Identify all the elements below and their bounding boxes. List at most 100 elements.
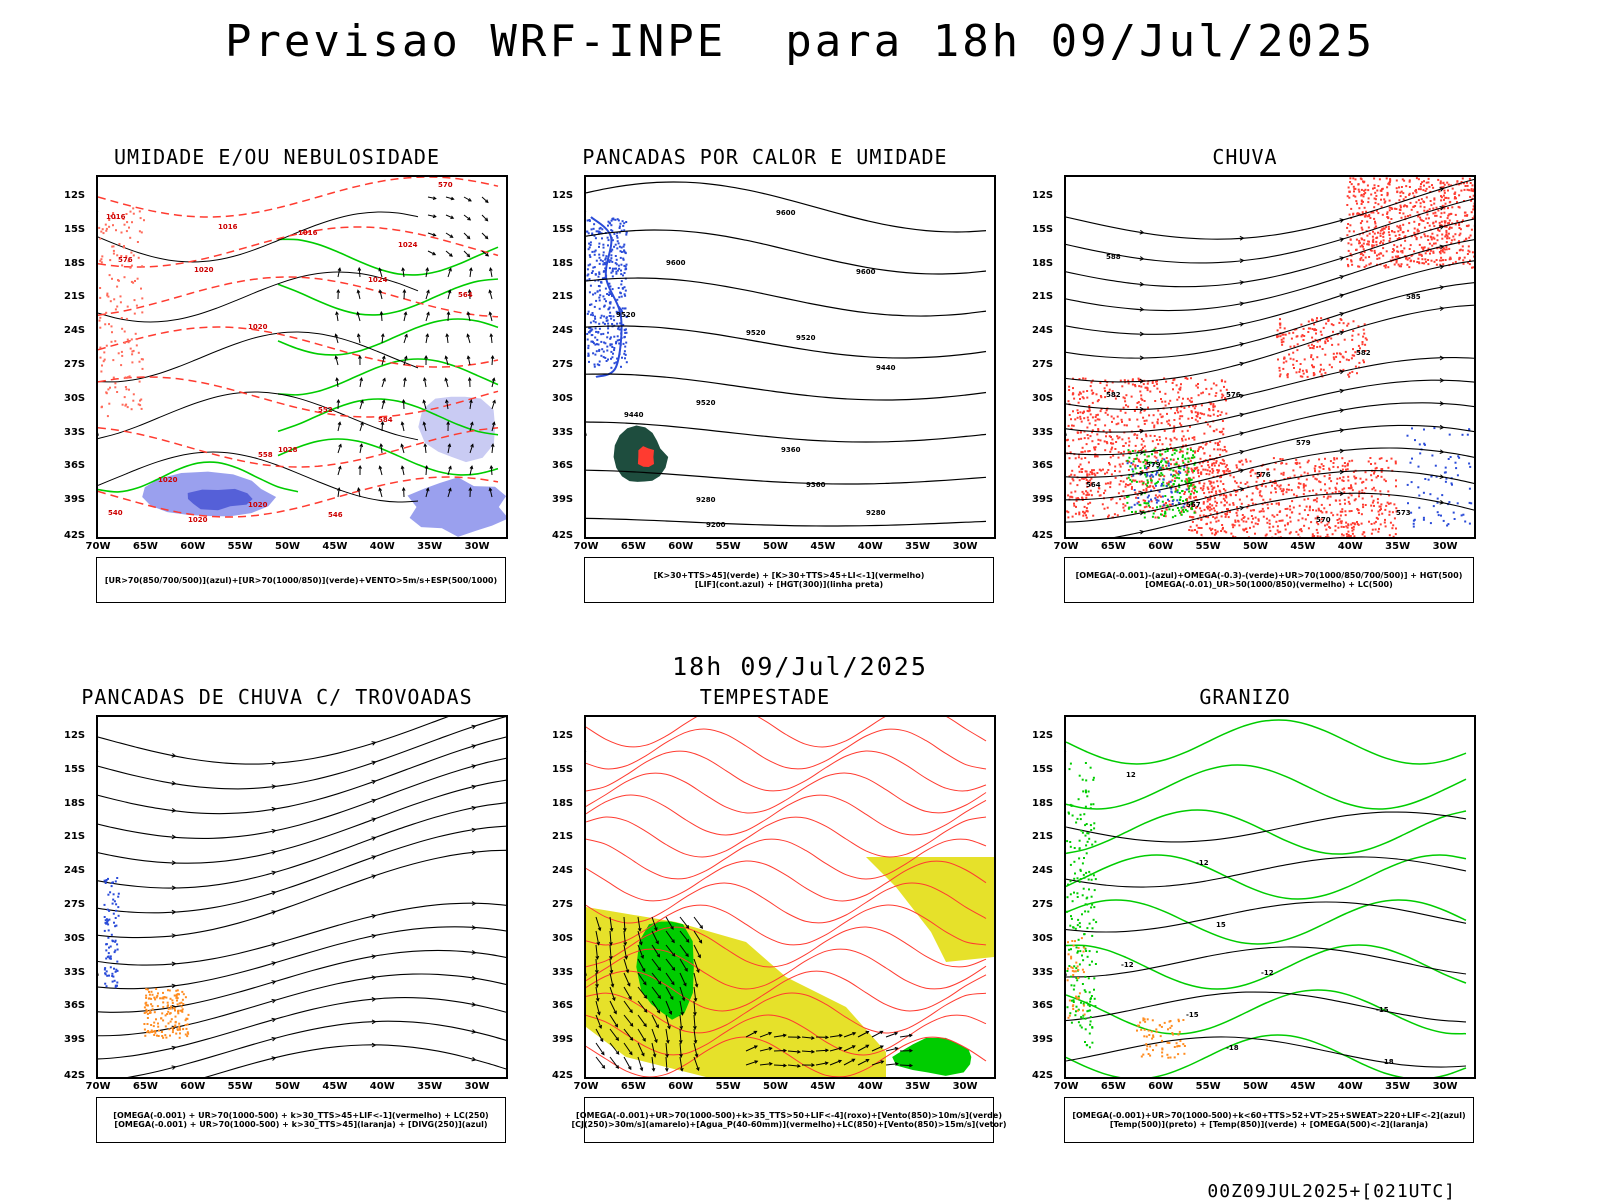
lat-tick-label: 18S: [1032, 258, 1053, 269]
lon-tick-label: 50W: [763, 541, 788, 552]
lat-tick-label: 15S: [1032, 764, 1053, 775]
lon-tick-label: 35W: [417, 541, 442, 552]
contour-label: 9200: [706, 521, 726, 529]
lon-tick-label: 65W: [621, 541, 646, 552]
contour-label: 1016: [298, 229, 318, 237]
lat-tick-label: 39S: [64, 494, 85, 505]
lon-tick-label: 40W: [858, 1081, 883, 1092]
legend-line: [OMEGA(-0.001)+UR>70(1000-500)+k>35_TTS>…: [576, 1111, 1002, 1120]
contour-label: 573: [1396, 509, 1411, 517]
lon-tick-label: 70W: [574, 1081, 599, 1092]
lat-tick-label: 15S: [64, 764, 85, 775]
lon-tick-label: 60W: [180, 541, 205, 552]
lat-tick-label: 30S: [1032, 933, 1053, 944]
contour-label: 1028: [278, 446, 298, 454]
lat-tick-label: 18S: [1032, 798, 1053, 809]
contour-label: 9280: [866, 509, 886, 517]
contour-label: 9600: [776, 209, 796, 217]
lon-tick-label: 40W: [1338, 541, 1363, 552]
lat-tick-label: 36S: [552, 1000, 573, 1011]
lon-tick-label: 40W: [858, 541, 883, 552]
contour-label: 570: [438, 181, 453, 189]
lat-tick-label: 27S: [552, 359, 573, 370]
contour-label: 9520: [696, 399, 716, 407]
lon-tick-label: 50W: [763, 1081, 788, 1092]
lat-tick-label: 27S: [1032, 359, 1053, 370]
legend-line: [Temp(500)](preto) + [Temp(850)](verde) …: [1110, 1120, 1428, 1129]
legend-box: [OMEGA(-0.001)+UR>70(1000-500)+k<60+TTS>…: [1064, 1097, 1474, 1143]
lon-tick-label: 65W: [133, 1081, 158, 1092]
contour-label: 584: [378, 416, 393, 424]
lon-tick-label: 70W: [1054, 1081, 1079, 1092]
lon-tick-label: 30W: [465, 1081, 490, 1092]
lat-tick-label: 36S: [64, 1000, 85, 1011]
contour-label: 1020: [158, 476, 178, 484]
legend-line: [UR>70(850/700/500)](azul)+[UR>70(1000/8…: [105, 576, 497, 585]
lon-tick-label: 55W: [716, 541, 741, 552]
lon-tick-label: 40W: [1338, 1081, 1363, 1092]
contour-label: 582: [1106, 391, 1121, 399]
contour-label: 588: [1106, 253, 1121, 261]
contour-label: 1024: [398, 241, 418, 249]
panel-title: PANCADAS POR CALOR E UMIDADE: [530, 145, 1000, 169]
contour-label: 582: [1356, 349, 1371, 357]
lat-tick-label: 33S: [1032, 427, 1053, 438]
lat-tick-label: 15S: [64, 224, 85, 235]
lat-tick-label: 18S: [64, 258, 85, 269]
contour-label: 9360: [806, 481, 826, 489]
lat-tick-label: 21S: [552, 831, 573, 842]
lat-tick-label: 27S: [64, 359, 85, 370]
lon-tick-label: 45W: [1290, 1081, 1315, 1092]
lat-tick-label: 12S: [552, 190, 573, 201]
lon-tick-label: 40W: [370, 541, 395, 552]
lon-tick-label: 45W: [322, 541, 347, 552]
lat-tick-label: 24S: [552, 865, 573, 876]
lat-tick-label: 27S: [1032, 899, 1053, 910]
lat-tick-label: 24S: [552, 325, 573, 336]
legend-line: [CJ(250)>30m/s](amarelo)+[Agua_P(40-60mm…: [571, 1120, 1006, 1129]
contour-label: -15: [1186, 1011, 1199, 1019]
lon-tick-label: 45W: [810, 1081, 835, 1092]
lon-tick-label: 30W: [953, 541, 978, 552]
lon-tick-label: 60W: [1148, 1081, 1173, 1092]
legend-line: [OMEGA(-0.001)+UR>70(1000-500)+k<60+TTS>…: [1072, 1111, 1465, 1120]
lat-tick-label: 24S: [64, 865, 85, 876]
lon-tick-label: 65W: [621, 1081, 646, 1092]
lat-tick-label: 39S: [1032, 494, 1053, 505]
legend-box: [K>30+TTS>45](verde) + [K>30+TTS>45+LI<-…: [584, 557, 994, 603]
contour-label: 12: [1126, 771, 1136, 779]
lat-tick-label: 39S: [552, 1034, 573, 1045]
lat-tick-label: 36S: [1032, 1000, 1053, 1011]
contour-label: 570: [1316, 516, 1331, 524]
lat-tick-label: 36S: [64, 460, 85, 471]
lat-tick-label: 39S: [552, 494, 573, 505]
legend-line: [OMEGA(-0.001) + UR>70(1000-500) + k>30_…: [113, 1111, 488, 1120]
contour-label: 552: [318, 406, 333, 414]
contour-label: 9440: [624, 411, 644, 419]
lat-tick-label: 42S: [552, 1070, 573, 1081]
lon-tick-label: 30W: [1433, 1081, 1458, 1092]
lat-tick-label: 24S: [1032, 865, 1053, 876]
lat-tick-label: 21S: [1032, 291, 1053, 302]
lat-tick-label: 33S: [552, 967, 573, 978]
lon-tick-label: 50W: [1243, 541, 1268, 552]
lon-tick-label: 30W: [465, 541, 490, 552]
panel-title: PANCADAS DE CHUVA C/ TROVOADAS: [42, 685, 512, 709]
panel-title: UMIDADE E/OU NEBULOSIDADE: [42, 145, 512, 169]
lat-tick-label: 42S: [1032, 1070, 1053, 1081]
lat-tick-label: 42S: [64, 530, 85, 541]
legend-line: [LIF](cont.azul) + [HGT(300)](linha pret…: [695, 580, 883, 589]
contour-label: 9360: [781, 446, 801, 454]
contour-label: 15: [1216, 921, 1226, 929]
map-canvas: [98, 717, 506, 1077]
lon-tick-label: 50W: [1243, 1081, 1268, 1092]
lon-tick-label: 55W: [228, 541, 253, 552]
map-canvas: [586, 717, 994, 1077]
lat-tick-label: 33S: [1032, 967, 1053, 978]
